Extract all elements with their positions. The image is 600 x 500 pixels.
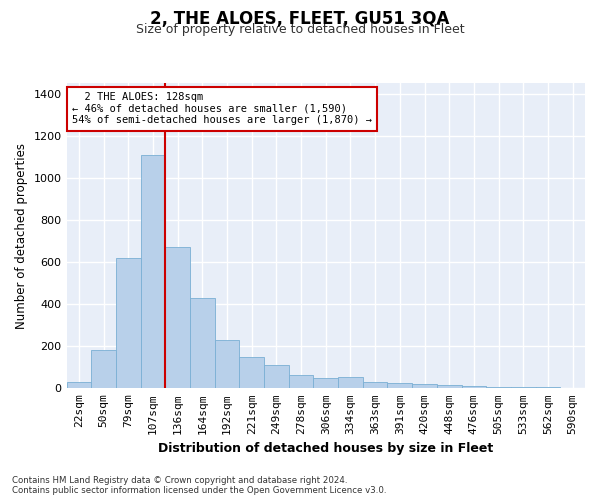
Text: 2, THE ALOES, FLEET, GU51 3QA: 2, THE ALOES, FLEET, GU51 3QA — [151, 10, 449, 28]
Bar — [338, 376, 363, 388]
Text: Contains HM Land Registry data © Crown copyright and database right 2024.
Contai: Contains HM Land Registry data © Crown c… — [12, 476, 386, 495]
Text: Size of property relative to detached houses in Fleet: Size of property relative to detached ho… — [136, 22, 464, 36]
Bar — [140, 154, 165, 388]
Bar — [264, 365, 289, 388]
Bar — [461, 386, 486, 388]
Bar — [239, 356, 264, 388]
Bar — [91, 350, 116, 389]
Bar — [437, 385, 461, 388]
Bar — [165, 247, 190, 388]
Bar — [363, 382, 388, 388]
Bar — [116, 258, 140, 388]
Bar — [486, 386, 511, 388]
Bar — [388, 383, 412, 388]
Bar — [190, 298, 215, 388]
Bar — [67, 382, 91, 388]
X-axis label: Distribution of detached houses by size in Fleet: Distribution of detached houses by size … — [158, 442, 493, 455]
Bar — [215, 340, 239, 388]
Bar — [412, 384, 437, 388]
Bar — [313, 378, 338, 388]
Bar — [289, 374, 313, 388]
Y-axis label: Number of detached properties: Number of detached properties — [15, 142, 28, 328]
Text: 2 THE ALOES: 128sqm
← 46% of detached houses are smaller (1,590)
54% of semi-det: 2 THE ALOES: 128sqm ← 46% of detached ho… — [72, 92, 372, 126]
